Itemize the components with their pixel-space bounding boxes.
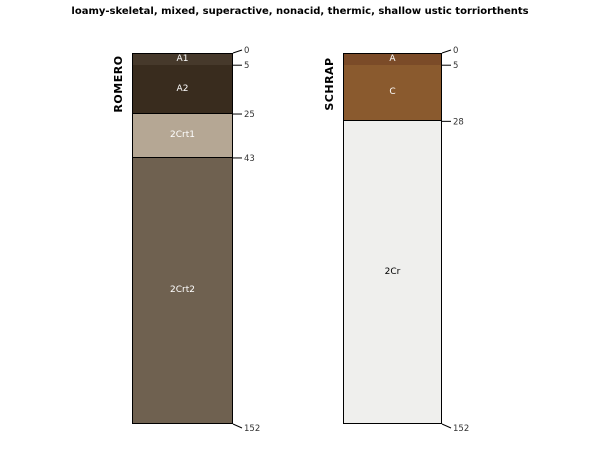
horizon-ROMERO-A2: A2 [132, 65, 233, 115]
depth-tick-label-ROMERO-152: 152 [244, 424, 260, 434]
horizon-label-SCHRAP-A: A [389, 54, 396, 65]
depth-tick-label-SCHRAP-28: 28 [453, 117, 464, 127]
horizon-label-SCHRAP-C: C [389, 87, 396, 98]
horizon-ROMERO-2Crt1: 2Crt1 [132, 114, 233, 158]
horizon-label-SCHRAP-2Cr: 2Cr [384, 266, 401, 277]
depth-tick-label-SCHRAP-0: 0 [453, 46, 458, 56]
horizon-SCHRAP-C: C [343, 65, 442, 122]
depth-tick-label-ROMERO-0: 0 [244, 46, 249, 56]
horizon-label-ROMERO-2Crt2: 2Crt2 [170, 284, 195, 295]
horizon-label-ROMERO-A1: A1 [176, 54, 189, 65]
depth-tick-label-ROMERO-5: 5 [244, 61, 249, 71]
soil-profile-SCHRAP: A C 2Cr [343, 53, 442, 424]
horizon-label-ROMERO-A2: A2 [176, 83, 189, 94]
depth-tick-label-ROMERO-43: 43 [244, 154, 255, 164]
depth-tick-ROMERO-152 [232, 423, 243, 429]
horizon-SCHRAP-2Cr: 2Cr [343, 121, 442, 424]
chart-title: loamy-skeletal, mixed, superactive, nona… [71, 6, 529, 17]
horizon-ROMERO-2Crt2: 2Crt2 [132, 157, 233, 424]
depth-tick-SCHRAP-152 [441, 423, 452, 429]
depth-tick-label-ROMERO-25: 25 [244, 110, 255, 120]
depth-tick-label-SCHRAP-5: 5 [453, 61, 458, 71]
depth-tick-ROMERO-0 [232, 49, 243, 54]
horizon-label-ROMERO-2Crt1: 2Crt1 [170, 129, 195, 140]
soil-profile-ROMERO: A1 A2 2Crt1 2Crt2 [132, 53, 233, 424]
depth-tick-SCHRAP-0 [441, 49, 452, 54]
depth-tick-label-SCHRAP-152: 152 [453, 424, 469, 434]
